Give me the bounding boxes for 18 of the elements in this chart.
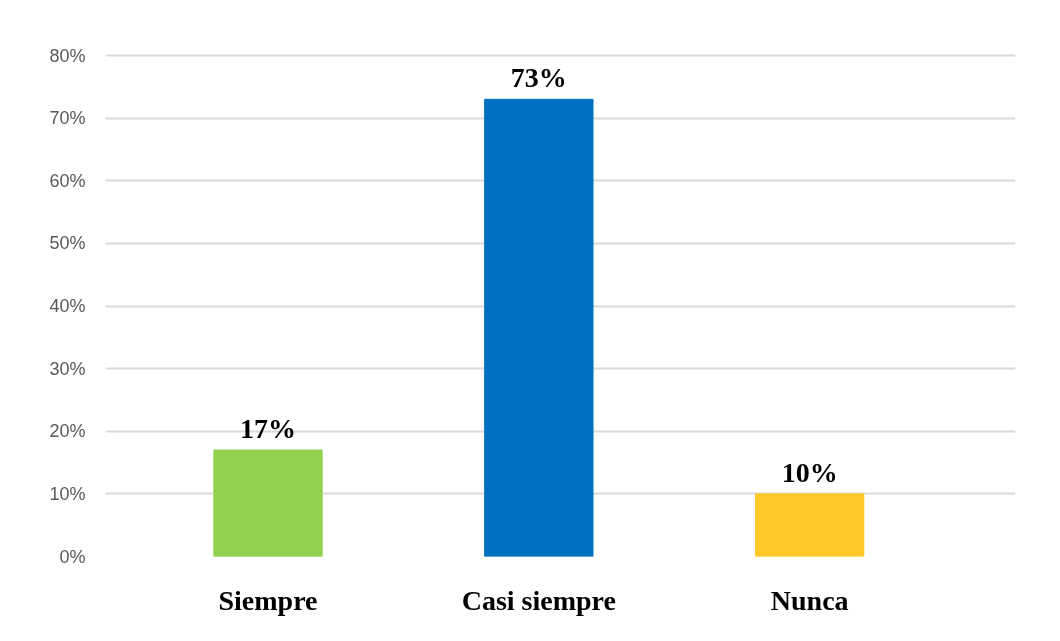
y-tick-label: 60% xyxy=(49,170,86,191)
data-label: 17% xyxy=(240,413,296,445)
x-tick-label: Casi siempre xyxy=(461,584,616,616)
bar xyxy=(484,98,594,557)
y-tick-label: 50% xyxy=(49,233,86,254)
y-tick-label: 30% xyxy=(49,358,86,379)
data-label: 73% xyxy=(510,62,567,94)
y-tick-label: 70% xyxy=(49,108,86,129)
y-tick-label: 20% xyxy=(49,421,86,442)
y-tick-label: 0% xyxy=(59,546,86,567)
y-tick-label: 10% xyxy=(49,483,86,504)
y-tick-label: 40% xyxy=(49,296,86,316)
bar xyxy=(213,449,323,557)
x-tick-label: Nunca xyxy=(770,584,849,616)
x-tick-label: Siempre xyxy=(218,584,318,616)
data-label: 10% xyxy=(781,456,838,488)
y-tick-label: 80% xyxy=(49,45,86,66)
bar xyxy=(755,493,865,557)
